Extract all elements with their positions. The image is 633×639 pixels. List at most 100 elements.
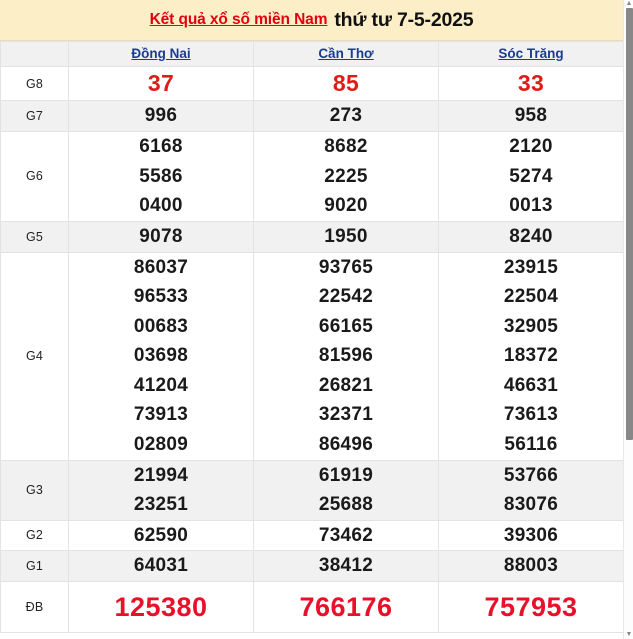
table-row-g4: G4 86037 96533 00683 03698 41204 73913 0…: [0, 251, 623, 461]
prize-cell-g4-soc-trang: 23915 22504 32905 18372 46631 73613 5611…: [438, 251, 623, 461]
prize-label-g2: G2: [0, 519, 69, 551]
prize-number: 8682: [324, 136, 368, 157]
prize-number: 21994: [133, 464, 189, 486]
table-row-db: ĐB 125380 766176 757953: [0, 580, 623, 633]
lottery-region-link[interactable]: Kết quả xổ số miền Nam: [149, 11, 328, 28]
prize-cell-g4-dong-nai: 86037 96533 00683 03698 41204 73913 0280…: [68, 251, 254, 461]
prize-number: 64031: [133, 555, 189, 576]
prize-number: 22542: [318, 286, 374, 308]
prize-number: 73462: [318, 524, 374, 546]
prize-number: 2225: [324, 165, 368, 187]
prize-number: 32905: [503, 315, 559, 337]
prize-number: 9078: [139, 225, 183, 247]
prize-number: 85: [332, 70, 360, 96]
prize-number: 757953: [484, 591, 578, 622]
province-link-soc-trang[interactable]: Sóc Trăng: [498, 46, 564, 61]
lottery-date-label: thứ tư 7-5-2025: [334, 8, 474, 31]
table-row-g8: G8 37 85 33: [0, 66, 623, 101]
prize-number: 38412: [318, 555, 374, 576]
scrollbar-thumb[interactable]: [626, 8, 633, 440]
prize-number: 39306: [503, 524, 559, 546]
prize-cell-g2-soc-trang: 39306: [438, 519, 623, 551]
prize-cell-g6-soc-trang: 2120 5274 0013: [438, 131, 623, 222]
prize-cell-g3-can-tho: 61919 25688: [253, 459, 439, 521]
prize-cell-g1-dong-nai: 64031: [68, 550, 254, 582]
prize-cell-db-can-tho: 766176: [253, 580, 439, 633]
prize-number: 56116: [504, 433, 558, 455]
prize-label-header: [0, 41, 69, 67]
prize-number: 0013: [509, 195, 553, 216]
prize-number: 02809: [133, 433, 189, 455]
scroll-down-arrow-icon[interactable]: ▼: [625, 631, 633, 638]
prize-label-g5: G5: [0, 220, 69, 253]
lottery-results-table: Đồng Nai Cần Thơ Sóc Trăng G8 37 85: [0, 41, 623, 633]
province-header-2: Sóc Trăng: [438, 41, 623, 67]
prize-number: 996: [144, 105, 178, 127]
table-row-g3: G3 21994 23251 61919 25688 53766 83076: [0, 459, 623, 521]
prize-number: 62590: [133, 524, 189, 546]
prize-number: 66165: [318, 315, 374, 337]
prize-number: 5274: [509, 165, 553, 187]
prize-number: 93765: [318, 256, 374, 278]
table-body: G8 37 85 33 G7 996 273: [0, 66, 623, 633]
prize-cell-db-dong-nai: 125380: [68, 580, 254, 633]
prize-number: 23251: [133, 494, 189, 515]
table-row-g6: G6 6168 5586 0400 8682 2225 9020 2120 52…: [0, 131, 623, 222]
table-row-g2: G2 62590 73462 39306: [0, 519, 623, 551]
prize-label-db: ĐB: [0, 580, 69, 633]
prize-number: 83076: [503, 494, 559, 515]
table-header-row: Đồng Nai Cần Thơ Sóc Trăng: [0, 41, 623, 67]
prize-cell-g7-can-tho: 273: [253, 100, 439, 132]
prize-cell-g6-dong-nai: 6168 5586 0400: [68, 131, 254, 222]
prize-cell-g8-can-tho: 85: [253, 66, 439, 101]
prize-number: 86496: [318, 433, 374, 455]
prize-number: 0400: [139, 195, 183, 216]
prize-cell-g3-soc-trang: 53766 83076: [438, 459, 623, 521]
prize-cell-g1-soc-trang: 88003: [438, 550, 623, 582]
prize-number: 81596: [318, 345, 374, 367]
prize-cell-g7-dong-nai: 996: [68, 100, 254, 132]
prize-cell-db-soc-trang: 757953: [438, 580, 623, 633]
prize-number: 2120: [509, 136, 553, 157]
prize-number: 46631: [503, 374, 559, 396]
vertical-scrollbar[interactable]: ▲ ▼: [623, 0, 633, 639]
prize-number: 18372: [503, 345, 559, 367]
prize-cell-g2-can-tho: 73462: [253, 519, 439, 551]
prize-cell-g3-dong-nai: 21994 23251: [68, 459, 254, 521]
prize-number: 61919: [318, 464, 374, 486]
table-row-g5: G5 9078 1950 8240: [0, 220, 623, 253]
prize-cell-g7-soc-trang: 958: [438, 100, 623, 132]
scroll-up-arrow-icon[interactable]: ▲: [625, 0, 633, 7]
prize-cell-g5-soc-trang: 8240: [438, 220, 623, 253]
province-link-can-tho[interactable]: Cần Thơ: [318, 46, 374, 61]
prize-number: 33: [517, 70, 545, 96]
prize-number: 73613: [503, 404, 559, 426]
prize-number: 25688: [318, 494, 374, 515]
prize-number: 8240: [509, 225, 553, 247]
province-header-1: Cần Thơ: [253, 41, 439, 67]
prize-cell-g5-dong-nai: 9078: [68, 220, 254, 253]
prize-number: 96533: [133, 286, 189, 308]
prize-number: 9020: [324, 195, 368, 216]
table-row-g1: G1 64031 38412 88003: [0, 550, 623, 582]
province-header-0: Đồng Nai: [68, 41, 254, 67]
prize-label-g4: G4: [0, 251, 69, 461]
prize-number: 5586: [139, 165, 183, 187]
province-link-dong-nai[interactable]: Đồng Nai: [131, 46, 191, 61]
prize-cell-g6-can-tho: 8682 2225 9020: [253, 131, 439, 222]
prize-number: 41204: [133, 374, 189, 396]
prize-number: 26821: [318, 374, 374, 396]
prize-number: 766176: [299, 591, 393, 622]
prize-number: 1950: [324, 225, 368, 247]
prize-cell-g8-soc-trang: 33: [438, 66, 623, 101]
prize-number: 6168: [139, 136, 183, 157]
prize-number: 32371: [318, 404, 374, 426]
prize-cell-g2-dong-nai: 62590: [68, 519, 254, 551]
page-title: Kết quả xổ số miền Nam thứ tư 7-5-2025: [0, 0, 623, 41]
prize-label-g6: G6: [0, 131, 69, 222]
prize-cell-g5-can-tho: 1950: [253, 220, 439, 253]
prize-number: 00683: [133, 315, 189, 337]
prize-number: 37: [147, 70, 175, 96]
prize-number: 273: [329, 105, 363, 127]
table-row-g7: G7 996 273 958: [0, 100, 623, 132]
